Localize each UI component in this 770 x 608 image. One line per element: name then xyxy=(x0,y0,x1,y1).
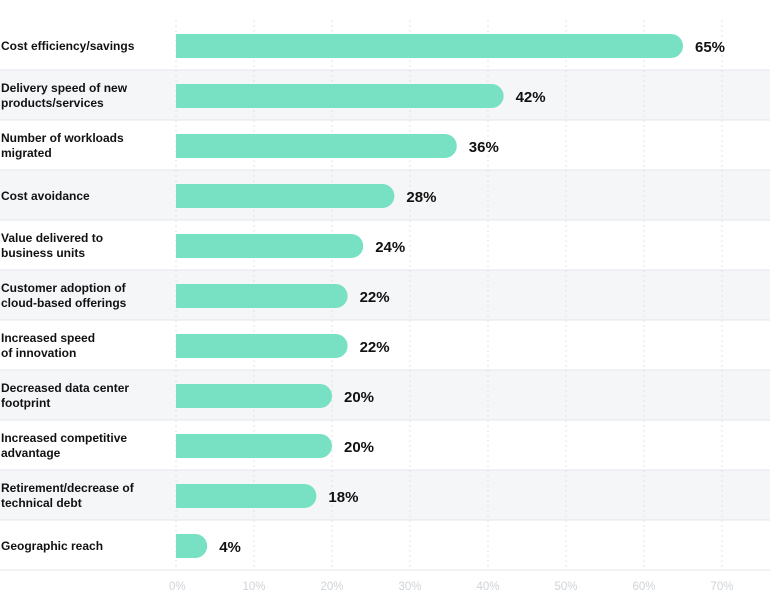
x-tick-label: 60% xyxy=(632,581,655,593)
value-label: 20% xyxy=(344,439,374,456)
category-label-line: Retirement/decrease of xyxy=(1,481,135,495)
category-label-line: products/services xyxy=(1,96,104,110)
bar xyxy=(176,384,332,408)
bar xyxy=(176,184,395,208)
bar xyxy=(176,434,332,458)
x-tick-label: 70% xyxy=(710,581,733,593)
category-label-line: footprint xyxy=(1,396,50,410)
value-labels: 65% 42% 36% 28% 24% 22% 22% 20% 20% 18% 4% xyxy=(219,39,725,556)
row-background xyxy=(0,370,770,420)
bar xyxy=(176,484,317,508)
category-labels: Cost efficiency/savings Delivery speed of… xyxy=(1,39,135,553)
value-label: 4% xyxy=(219,539,241,556)
value-label: 22% xyxy=(360,289,390,306)
category-label-line: Customer adoption of xyxy=(1,281,127,295)
bar xyxy=(176,534,208,558)
x-tick-label: 40% xyxy=(476,581,499,593)
category-label: Increased speed of innovation xyxy=(1,331,95,360)
category-label: Increased competitive advantage xyxy=(1,431,127,460)
value-label: 28% xyxy=(406,189,436,206)
category-label: Number of workloads migrated xyxy=(1,131,124,160)
category-label-line: Number of workloads xyxy=(1,131,124,145)
category-label-line: migrated xyxy=(1,146,52,160)
value-label: 18% xyxy=(328,489,358,506)
x-axis-ticks: 0% 10% 20% 30% 40% 50% 60% 70% xyxy=(169,581,734,593)
bars xyxy=(176,34,683,558)
value-label: 20% xyxy=(344,389,374,406)
bar xyxy=(176,334,348,358)
category-label: Customer adoption of cloud-based offering… xyxy=(1,281,127,310)
category-label: Cost efficiency/savings xyxy=(1,39,135,53)
bar xyxy=(176,234,364,258)
x-tick-label: 10% xyxy=(242,581,265,593)
category-label-line: of innovation xyxy=(1,346,76,360)
value-label: 65% xyxy=(695,39,725,56)
value-label: 24% xyxy=(375,239,405,256)
category-label-line: business units xyxy=(1,246,85,260)
category-label-line: Delivery speed of new xyxy=(1,81,128,95)
category-label-line: Decreased data center xyxy=(1,381,129,395)
category-label-line: Increased competitive xyxy=(1,431,127,445)
category-label: Value delivered to business units xyxy=(1,231,103,260)
bar xyxy=(176,134,457,158)
category-label-line: technical debt xyxy=(1,496,82,510)
category-label-line: advantage xyxy=(1,446,61,460)
row-backgrounds xyxy=(0,69,770,571)
category-label: Delivery speed of new products/services xyxy=(1,81,128,110)
x-tick-label: 0% xyxy=(169,581,186,593)
row-background xyxy=(0,270,770,320)
bar xyxy=(176,84,504,108)
category-label: Retirement/decrease of technical debt xyxy=(1,481,135,510)
value-label: 42% xyxy=(516,89,546,106)
category-label: Decreased data center footprint xyxy=(1,381,129,410)
category-label-line: Value delivered to xyxy=(1,231,103,245)
x-tick-label: 50% xyxy=(554,581,577,593)
category-label: Cost avoidance xyxy=(1,189,90,203)
x-tick-label: 30% xyxy=(398,581,421,593)
bar xyxy=(176,284,348,308)
value-label: 22% xyxy=(360,339,390,356)
category-label-line: cloud-based offerings xyxy=(1,296,127,310)
value-label: 36% xyxy=(469,139,499,156)
category-label-line: Increased speed xyxy=(1,331,95,345)
row-background xyxy=(0,470,770,520)
x-tick-label: 20% xyxy=(320,581,343,593)
bar xyxy=(176,34,683,58)
category-label: Geographic reach xyxy=(1,539,103,553)
